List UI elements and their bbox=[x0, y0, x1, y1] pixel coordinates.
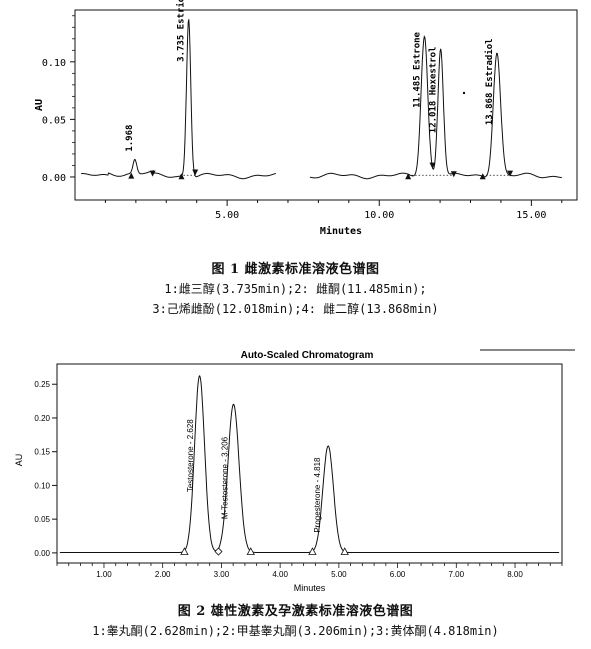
peak-label: 13.868 Estradiol bbox=[484, 38, 495, 125]
x-tick-label: 6.00 bbox=[390, 570, 406, 579]
figure-1-caption-line-2: 3:己烯雌酚(12.018min);4: 雌二醇(13.868min) bbox=[152, 302, 439, 316]
x-tick-label: 10.00 bbox=[364, 210, 394, 221]
integration-marker bbox=[479, 173, 486, 180]
y-tick-label: 0.05 bbox=[42, 115, 66, 126]
integration-marker bbox=[308, 547, 317, 555]
x-tick-label: 5.00 bbox=[331, 570, 347, 579]
integration-marker bbox=[507, 170, 514, 177]
figure-1-title: 图 1 雌激素标准溶液色谱图 bbox=[211, 262, 380, 277]
integration-marker bbox=[429, 162, 436, 169]
figure-2-title: 图 2 雄性激素及孕激素标准溶液色谱图 bbox=[177, 604, 414, 619]
integration-marker bbox=[128, 172, 135, 179]
chart-2: Auto-Scaled Chromatogram 0.00 0.05 0.10 0.15… bbox=[14, 349, 575, 593]
plot-frame bbox=[74, 9, 578, 201]
peak-label: 1.968 bbox=[125, 125, 135, 152]
x-tick-label: 5.00 bbox=[215, 210, 239, 221]
x-tick-label: 15.00 bbox=[516, 210, 546, 221]
integration-marker bbox=[246, 547, 255, 555]
chart-title: Auto-Scaled Chromatogram bbox=[241, 350, 374, 361]
integration-marker bbox=[405, 173, 412, 180]
x-tick-label: 3.00 bbox=[214, 570, 230, 579]
y-tick-label: 0.25 bbox=[34, 380, 50, 389]
x-tick-label: 4.00 bbox=[272, 570, 288, 579]
peak-label: Testosterone - 2.628 bbox=[186, 419, 195, 492]
x-tick-label: 7.00 bbox=[449, 570, 465, 579]
peak-label: 12.018 Hexestrol bbox=[429, 47, 439, 134]
figure-2-caption-line-1: 1:睾丸酮(2.628min);2:甲基睾丸酮(3.206min);3:黄体酮(… bbox=[92, 624, 499, 638]
peak-label: M-Testosterone - 3.206 bbox=[220, 436, 229, 519]
chromatogram-trace bbox=[81, 19, 562, 180]
x-tick-label: 1.00 bbox=[96, 570, 112, 579]
speck-mark bbox=[462, 91, 466, 95]
x-axis-label: Minutes bbox=[294, 583, 326, 593]
y-tick-label: 0.10 bbox=[42, 58, 66, 69]
integration-marker bbox=[340, 547, 349, 555]
integration-marker bbox=[450, 171, 457, 178]
y-tick-label: 0.00 bbox=[42, 173, 66, 184]
figure-1-caption-line-1: 1:雌三醇(3.735min);2: 雌酮(11.485min); bbox=[164, 282, 427, 296]
y-tick-label: 0.20 bbox=[34, 414, 50, 423]
chart-1: 0.00 0.05 0.10 5.00 10.00 15.00 AU Minutes 1.968… bbox=[34, 0, 578, 237]
y-tick-label: 0.00 bbox=[34, 549, 50, 558]
x-tick-label: 2.00 bbox=[155, 570, 171, 579]
plot-frame bbox=[56, 363, 563, 564]
peak-label: 3.735 Estriol bbox=[176, 0, 187, 62]
chromatogram-trace bbox=[59, 374, 560, 553]
x-tick-label: 8.00 bbox=[507, 570, 523, 579]
integration-marker bbox=[192, 169, 199, 176]
y-tick-label: 0.05 bbox=[34, 515, 50, 524]
integration-marker bbox=[180, 547, 189, 555]
peak-label: 11.485 Estrone bbox=[412, 31, 422, 107]
x-axis-label: Minutes bbox=[320, 225, 362, 237]
y-axis-label: AU bbox=[14, 454, 24, 467]
integration-marker bbox=[149, 170, 156, 177]
peak-label: Progesterone - 4.818 bbox=[313, 457, 322, 533]
y-axis-label: AU bbox=[34, 99, 45, 111]
y-tick-label: 0.10 bbox=[34, 481, 50, 490]
integration-marker bbox=[178, 173, 185, 180]
integration-marker bbox=[214, 547, 223, 556]
y-tick-label: 0.15 bbox=[34, 448, 50, 457]
